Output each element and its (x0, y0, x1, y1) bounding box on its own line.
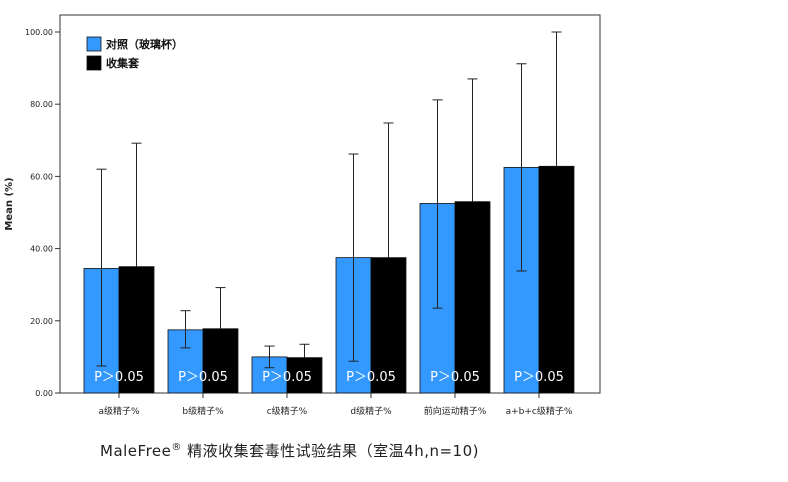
figure-caption: MaleFree® 精液收集套毒性试验结果（室温4h,n=10) (100, 440, 479, 461)
caption-brand: MaleFree (100, 442, 172, 460)
p-value-annotation: P＞0.05 (262, 370, 312, 385)
p-value-annotation: P＞0.05 (346, 370, 396, 385)
bar-collector (286, 357, 323, 394)
y-tick-label: 100.00 (25, 28, 53, 37)
legend-swatch (86, 55, 102, 71)
legend-label: 收集套 (106, 56, 140, 70)
y-tick-label: 0.00 (35, 389, 53, 398)
x-tick-label: b级精子% (182, 405, 224, 417)
bar-collector (370, 257, 407, 394)
bar-collector (118, 266, 155, 394)
y-tick-label: 80.00 (30, 100, 53, 109)
y-tick-label: 40.00 (30, 245, 53, 254)
x-tick-label: a级精子% (98, 405, 140, 417)
bar-collector (538, 165, 575, 394)
y-axis-label: Mean (%) (4, 177, 15, 230)
y-tick-label: 20.00 (30, 317, 53, 326)
p-value-annotation: P＞0.05 (430, 370, 480, 385)
p-value-annotation: P＞0.05 (178, 370, 228, 385)
x-tick-label: d级精子% (350, 405, 392, 417)
legend-label: 对照（玻璃杯） (106, 37, 183, 51)
bar-collector (202, 328, 239, 394)
bar-collector (454, 201, 491, 394)
legend-swatch (86, 36, 102, 52)
caption-text: 精液收集套毒性试验结果（室温4h,n=10) (181, 442, 479, 460)
caption-registered-mark: ® (171, 442, 182, 453)
y-tick-label: 60.00 (30, 172, 53, 181)
x-tick-label: a+b+c级精子% (506, 405, 573, 417)
x-tick-label: 前向运动精子% (424, 405, 487, 417)
p-value-annotation: P＞0.05 (514, 370, 564, 385)
p-value-annotation: P＞0.05 (94, 370, 144, 385)
x-tick-label: c级精子% (267, 405, 308, 417)
